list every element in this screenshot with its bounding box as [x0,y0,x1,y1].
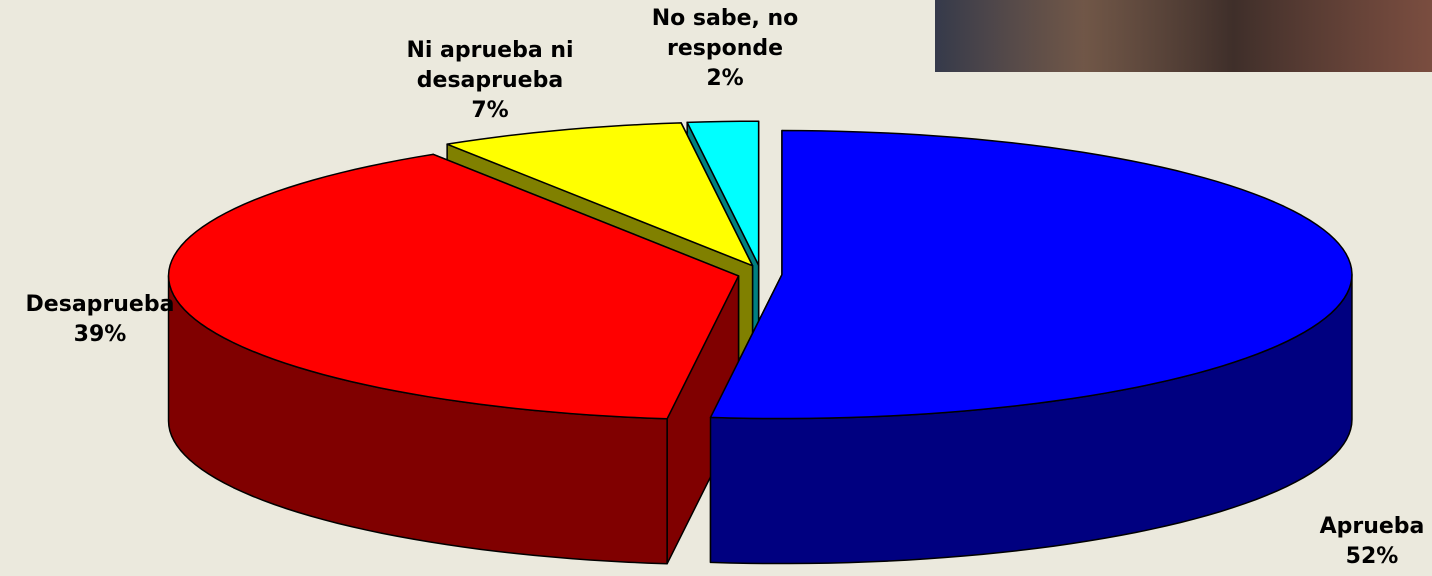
category-label: Desaprueba [25,292,175,317]
value-label: 2% [706,66,744,91]
slice-label: Aprueba 52% [1307,512,1432,572]
slice [446,122,754,267]
value-label: 7% [471,98,509,123]
value-label: 52% [1345,544,1399,569]
slice [686,120,760,266]
category-label: Aprueba [1319,514,1425,539]
photo [935,0,1432,72]
slice [709,129,1353,420]
value-label: 39% [73,322,127,347]
slice-label: Ni aprueba ni desaprueba 7% [395,36,585,126]
category-label: No sabe, no responde [651,6,799,61]
category-label: Ni aprueba ni desaprueba [406,38,574,93]
slice-label: Desaprueba 39% [0,290,200,350]
slice [167,153,740,420]
slice-tops [167,120,1353,420]
slice-label: No sabe, no responde 2% [630,4,820,94]
